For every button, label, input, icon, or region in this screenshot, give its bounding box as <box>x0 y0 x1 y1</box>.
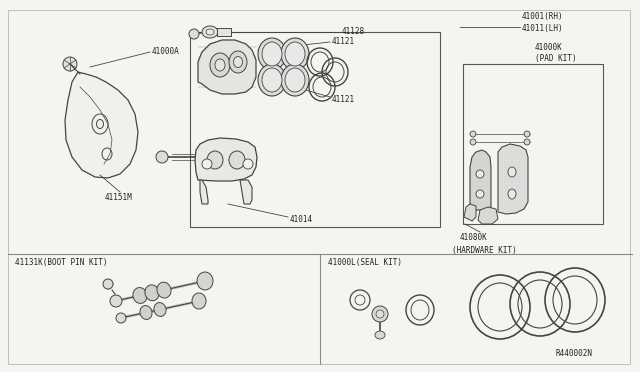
Text: 41128: 41128 <box>342 28 365 36</box>
Ellipse shape <box>110 295 122 307</box>
Polygon shape <box>498 144 528 214</box>
Ellipse shape <box>243 159 253 169</box>
Ellipse shape <box>524 131 530 137</box>
Ellipse shape <box>376 310 384 318</box>
Ellipse shape <box>375 331 385 339</box>
Polygon shape <box>200 180 208 204</box>
Ellipse shape <box>372 306 388 322</box>
Text: 41151M: 41151M <box>105 192 132 202</box>
Ellipse shape <box>189 29 199 39</box>
Ellipse shape <box>103 279 113 289</box>
Text: 41014: 41014 <box>290 215 313 224</box>
Ellipse shape <box>202 26 218 38</box>
Ellipse shape <box>157 282 171 298</box>
Ellipse shape <box>116 313 126 323</box>
Ellipse shape <box>207 151 223 169</box>
Bar <box>190 32 440 227</box>
Ellipse shape <box>156 151 168 163</box>
Polygon shape <box>240 180 252 204</box>
Ellipse shape <box>476 170 484 178</box>
Text: 41001(RH): 41001(RH) <box>522 13 564 22</box>
Ellipse shape <box>229 151 245 169</box>
Text: 41000A: 41000A <box>152 48 180 57</box>
Text: (HARDWARE KIT): (HARDWARE KIT) <box>452 246 516 254</box>
Text: 41080K: 41080K <box>460 232 488 241</box>
Polygon shape <box>470 150 491 210</box>
Text: 41131K(BOOT PIN KIT): 41131K(BOOT PIN KIT) <box>15 257 108 266</box>
Ellipse shape <box>470 139 476 145</box>
Ellipse shape <box>229 51 247 73</box>
Ellipse shape <box>63 57 77 71</box>
Ellipse shape <box>285 68 305 92</box>
Text: (PAD KIT): (PAD KIT) <box>535 55 577 64</box>
Text: 41011(LH): 41011(LH) <box>522 25 564 33</box>
Ellipse shape <box>192 293 206 309</box>
Ellipse shape <box>145 285 159 301</box>
Polygon shape <box>65 72 138 178</box>
Ellipse shape <box>258 38 286 70</box>
Text: 41121: 41121 <box>332 96 355 105</box>
Ellipse shape <box>92 114 108 134</box>
Bar <box>217 28 231 36</box>
Ellipse shape <box>154 302 166 317</box>
Ellipse shape <box>281 38 309 70</box>
Ellipse shape <box>215 59 225 71</box>
Ellipse shape <box>133 288 147 304</box>
Text: R440002N: R440002N <box>556 350 593 359</box>
Ellipse shape <box>476 190 484 198</box>
Text: 41000L(SEAL KIT): 41000L(SEAL KIT) <box>328 257 402 266</box>
Ellipse shape <box>102 148 112 160</box>
Polygon shape <box>478 207 498 224</box>
Ellipse shape <box>262 42 282 66</box>
Bar <box>463 64 603 224</box>
Ellipse shape <box>281 64 309 96</box>
Ellipse shape <box>210 53 230 77</box>
Ellipse shape <box>140 305 152 320</box>
Ellipse shape <box>97 119 104 128</box>
Ellipse shape <box>197 272 213 290</box>
Ellipse shape <box>258 64 286 96</box>
Polygon shape <box>195 138 257 181</box>
Text: 41121: 41121 <box>332 38 355 46</box>
Polygon shape <box>464 204 476 221</box>
Ellipse shape <box>470 131 476 137</box>
Ellipse shape <box>202 159 212 169</box>
Ellipse shape <box>285 42 305 66</box>
Ellipse shape <box>508 167 516 177</box>
Ellipse shape <box>508 189 516 199</box>
Ellipse shape <box>234 57 243 67</box>
Text: 41000K: 41000K <box>535 42 563 51</box>
Ellipse shape <box>262 68 282 92</box>
Ellipse shape <box>524 139 530 145</box>
Polygon shape <box>198 40 256 94</box>
Ellipse shape <box>206 29 214 35</box>
